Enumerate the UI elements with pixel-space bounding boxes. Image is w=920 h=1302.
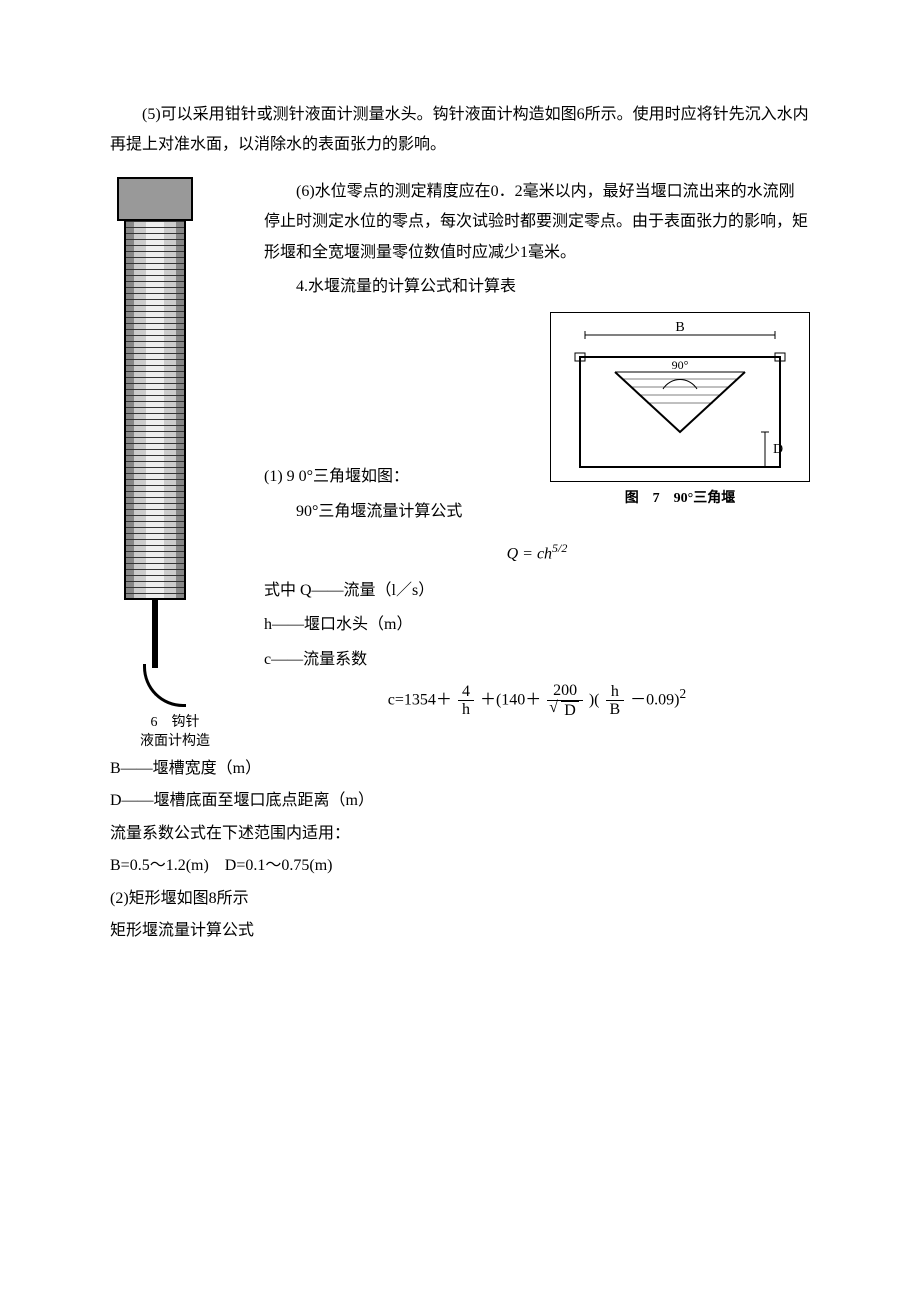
cf-exp: 2 <box>680 686 687 701</box>
item1-row: (1) 9 0°三角堰如图： 90°三角堰流量计算公式 B <box>264 312 810 531</box>
bottom-block: B——堰槽宽度（m） D——堰槽底面至堰口底点距离（m） 流量系数公式在下述范围… <box>110 754 810 946</box>
cf-mid2: )( <box>589 691 600 708</box>
weir-caption: 图 7 90°三角堰 <box>550 486 810 513</box>
gauge-body-icon <box>124 219 186 601</box>
two-col-layout: 6 钩针 液面计构造 (6)水位零点的测定精度应在0．2毫米以内，最好当堰口流出… <box>110 177 810 752</box>
para-6: (6)水位零点的测定精度应在0．2毫米以内，最好当堰口流出来的水流刚停止时测定水… <box>264 177 810 268</box>
gauge-caption-line2: 液面计构造 <box>110 732 240 752</box>
item2-sub: 矩形堰流量计算公式 <box>110 916 810 946</box>
right-column: (6)水位零点的测定精度应在0．2毫米以内，最好当堰口流出来的水流刚停止时测定水… <box>264 177 810 731</box>
cf-tail: －0.09) <box>630 691 679 708</box>
formula-q-base: Q = ch <box>507 545 552 562</box>
gauge-caption-line1: 6 钩针 <box>110 713 240 733</box>
weir-label-b: B <box>675 320 684 335</box>
def-b: B——堰槽宽度（m） <box>110 754 810 784</box>
hook-icon <box>143 664 186 707</box>
item1-intro: (1) 9 0°三角堰如图： <box>264 462 530 492</box>
gauge-top-icon <box>117 177 193 221</box>
cf-f2-den-rad: D <box>561 701 579 720</box>
item1-text: (1) 9 0°三角堰如图： 90°三角堰流量计算公式 <box>264 312 530 531</box>
cf-f3-den: B <box>606 701 625 719</box>
where-q: 式中 Q——流量（l／s） <box>264 576 810 606</box>
weir-figure: B 90° <box>550 312 810 513</box>
cf-f3-num: h <box>606 683 625 702</box>
c-coefficient-formula: c=1354＋ 4 h ＋(140＋ 200 D )( h B －0.09)2 <box>264 681 810 719</box>
cf-f1-num: 4 <box>458 683 474 702</box>
formula-q-exp: 5/2 <box>552 541 567 555</box>
gauge-caption: 6 钩针 液面计构造 <box>110 713 240 752</box>
weir-label-d: D <box>773 442 783 457</box>
cf-mid1: ＋(140＋ <box>480 691 541 708</box>
para-5: (5)可以采用钳针或测针液面计测量水头。钩针液面计构造如图6所示。使用时应将针先… <box>110 100 810 161</box>
range-values: B=0.5～1.2(m) D=0.1～0.75(m) <box>110 851 810 881</box>
cf-f1-den: h <box>458 701 474 719</box>
cf-frac2: 200 D <box>547 682 583 719</box>
gauge-rod-icon <box>152 598 158 668</box>
where-c: c——流量系数 <box>264 645 810 675</box>
cf-lead: c=1354＋ <box>388 691 452 708</box>
gauge-column: 6 钩针 液面计构造 <box>110 177 240 752</box>
weir-label-90: 90° <box>672 358 689 372</box>
gauge-figure <box>110 177 200 707</box>
cf-f2-den: D <box>547 701 583 720</box>
range-intro: 流量系数公式在下述范围内适用： <box>110 819 810 849</box>
def-d: D——堰槽底面至堰口底点距离（m） <box>110 786 810 816</box>
cf-frac1: 4 h <box>458 683 474 719</box>
item1-sub: 90°三角堰流量计算公式 <box>296 497 530 527</box>
weir-diagram-icon: B 90° <box>555 317 805 477</box>
formula-q: Q = ch5/2 <box>264 537 810 570</box>
item2-intro: (2)矩形堰如图8所示 <box>110 884 810 914</box>
section-4-title: 4.水堰流量的计算公式和计算表 <box>264 272 810 302</box>
where-h: h——堰口水头（m） <box>264 610 810 640</box>
cf-frac3: h B <box>606 683 625 719</box>
